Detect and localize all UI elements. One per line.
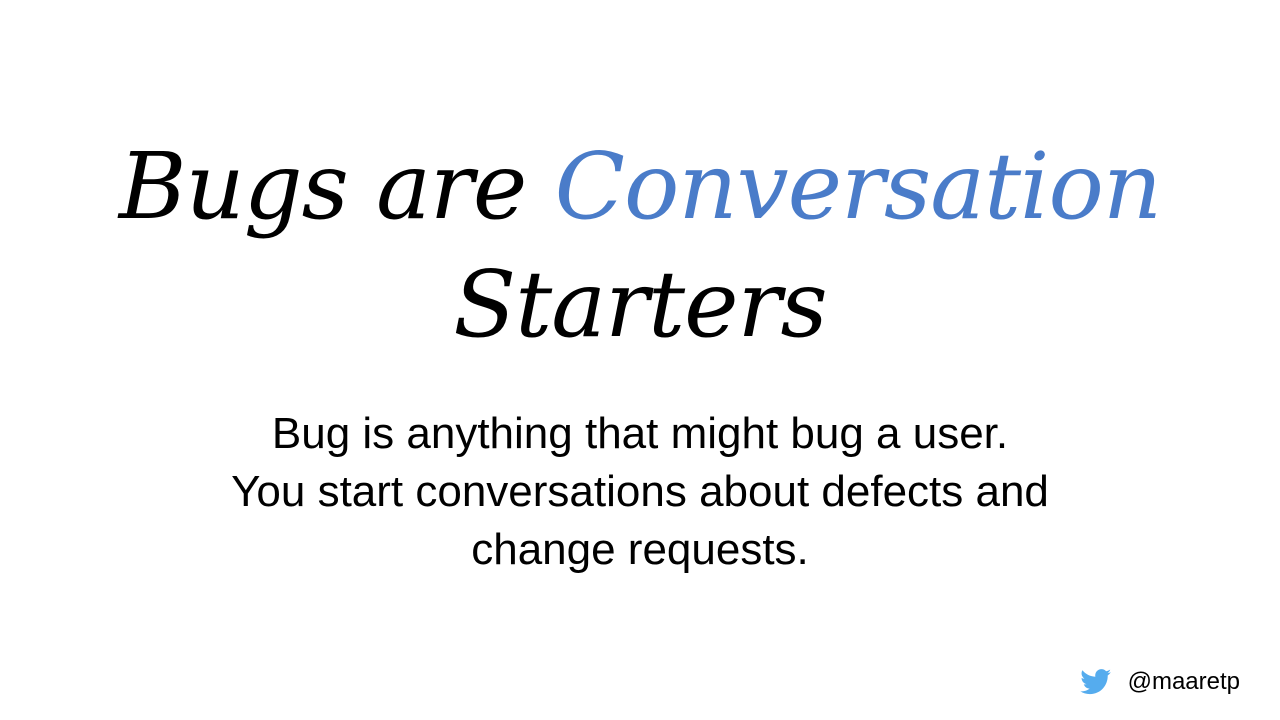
body-line: You start conversations about defects an… — [231, 467, 1049, 516]
slide-title: Bugs are Conversation Starters — [0, 128, 1280, 364]
twitter-icon — [1079, 669, 1112, 695]
twitter-handle: @maaretp — [1127, 668, 1240, 695]
title-line2: Starters — [453, 251, 827, 358]
slide-footer: @maaretp — [1079, 668, 1240, 696]
title-accent: Conversation — [554, 133, 1163, 240]
slide-body: Bug is anything that might bug a user. Y… — [0, 405, 1280, 579]
body-line: Bug is anything that might bug a user. — [271, 409, 1009, 458]
body-line: change requests. — [471, 525, 809, 574]
title-part1: Bugs are — [118, 133, 555, 240]
